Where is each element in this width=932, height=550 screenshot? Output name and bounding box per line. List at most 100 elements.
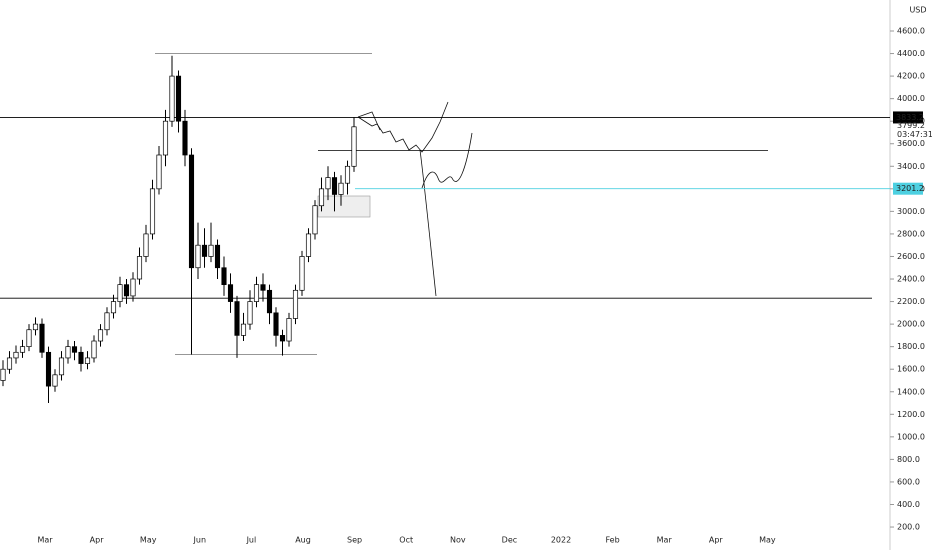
x-tick-label: Nov xyxy=(450,536,466,545)
price-label: 3833.2 xyxy=(896,113,924,122)
candle-body xyxy=(26,329,32,348)
countdown: 03:47:31 xyxy=(897,130,932,139)
candle-body xyxy=(312,205,318,235)
candle-body xyxy=(58,357,65,376)
candle-body xyxy=(214,244,221,269)
y-tick-label: 3600.0 xyxy=(897,139,925,148)
candle-body xyxy=(299,256,305,291)
candle-body xyxy=(78,351,84,364)
candle-body xyxy=(136,256,143,280)
candle-body xyxy=(260,284,266,291)
x-tick-label: May xyxy=(759,536,776,545)
candle-body xyxy=(169,75,175,122)
candle-body xyxy=(0,368,6,381)
candle-body xyxy=(84,357,91,364)
forecast-path xyxy=(421,132,473,189)
x-tick-label: May xyxy=(140,536,157,545)
candle-body xyxy=(188,154,195,269)
x-tick-label: Mar xyxy=(37,536,53,545)
y-tick-label: 2400.0 xyxy=(897,275,925,284)
x-tick-label: Sep xyxy=(347,536,362,545)
x-tick-label: Jul xyxy=(246,536,257,545)
candle-body xyxy=(318,188,325,207)
x-tick-label: Dec xyxy=(502,536,517,545)
y-tick-label: 4000.0 xyxy=(897,94,925,103)
candle-body xyxy=(162,120,169,156)
y-tick-label: 200.0 xyxy=(897,523,920,532)
forecast-path xyxy=(357,111,381,131)
candle-body xyxy=(305,233,312,257)
price-label-box xyxy=(893,182,923,195)
candle-body xyxy=(32,323,39,331)
candle-body xyxy=(344,165,351,184)
y-tick-label: 3400.0 xyxy=(897,162,925,171)
candle-body xyxy=(175,75,182,122)
x-tick-label: Oct xyxy=(399,536,413,545)
candle-body xyxy=(331,177,338,195)
candle-body xyxy=(71,346,78,353)
candle-body xyxy=(117,284,123,302)
candle-body xyxy=(221,267,227,286)
y-tick-label: 2200.0 xyxy=(897,297,925,306)
candle-body xyxy=(247,301,253,325)
y-tick-label: 4200.0 xyxy=(897,72,925,81)
candle-body xyxy=(149,188,156,235)
candle-body xyxy=(91,340,97,359)
range-box xyxy=(317,195,371,218)
candle-body xyxy=(104,312,110,331)
candle-body xyxy=(123,284,130,297)
y-tick-label: 600.0 xyxy=(897,477,920,486)
candle-body xyxy=(292,289,299,319)
candle-body xyxy=(45,351,52,387)
y-tick-label: 1800.0 xyxy=(897,342,925,351)
y-tick-label: 1000.0 xyxy=(897,432,925,441)
candle-body xyxy=(201,244,208,257)
y-tick-label: 4400.0 xyxy=(897,49,925,58)
y-tick-label: 2800.0 xyxy=(897,229,925,238)
forecast-path xyxy=(419,149,437,297)
candle-body xyxy=(97,329,104,342)
x-tick-label: Mar xyxy=(657,536,673,545)
candle-body xyxy=(227,284,234,302)
y-tick-label: 3000.0 xyxy=(897,207,925,216)
candle-body xyxy=(240,323,247,336)
currency: USD xyxy=(909,6,926,15)
candle-body xyxy=(19,346,26,353)
candle-body xyxy=(39,323,45,353)
y-tick-label: 400.0 xyxy=(897,500,920,509)
candle-body xyxy=(130,278,136,297)
candle-body xyxy=(279,335,286,342)
y-tick-label: 1400.0 xyxy=(897,387,925,396)
x-tick-label: Aug xyxy=(295,536,311,545)
candle-body xyxy=(208,244,214,257)
price-label-box xyxy=(893,111,923,124)
candle-body xyxy=(52,374,58,387)
y-tick-label: 1600.0 xyxy=(897,365,925,374)
y-tick-label: 4600.0 xyxy=(897,27,925,36)
last-price: 3799.2 xyxy=(897,121,925,130)
x-tick-label: Apr xyxy=(90,536,105,545)
price-label: 3201.2 xyxy=(896,184,924,193)
x-tick-label: Feb xyxy=(606,536,620,545)
x-tick-label: Apr xyxy=(709,536,724,545)
candle-body xyxy=(156,154,162,190)
y-tick-label: 2000.0 xyxy=(897,320,925,329)
candle-body xyxy=(110,301,117,314)
x-tick-label: Jun xyxy=(193,536,207,545)
candle-body xyxy=(195,244,201,269)
y-tick-label: 1200.0 xyxy=(897,410,925,419)
candle-body xyxy=(65,346,71,359)
candle-body xyxy=(273,312,279,336)
candle-body xyxy=(286,318,292,342)
candle-body xyxy=(351,126,357,167)
candle-body xyxy=(266,289,273,314)
candle-body xyxy=(253,284,260,302)
candle-body xyxy=(325,177,331,190)
candle-body xyxy=(143,233,149,257)
candle-body xyxy=(338,182,344,195)
y-tick-label: 800.0 xyxy=(897,455,920,464)
candle-body xyxy=(13,351,19,359)
y-tick-label: 2600.0 xyxy=(897,252,925,261)
